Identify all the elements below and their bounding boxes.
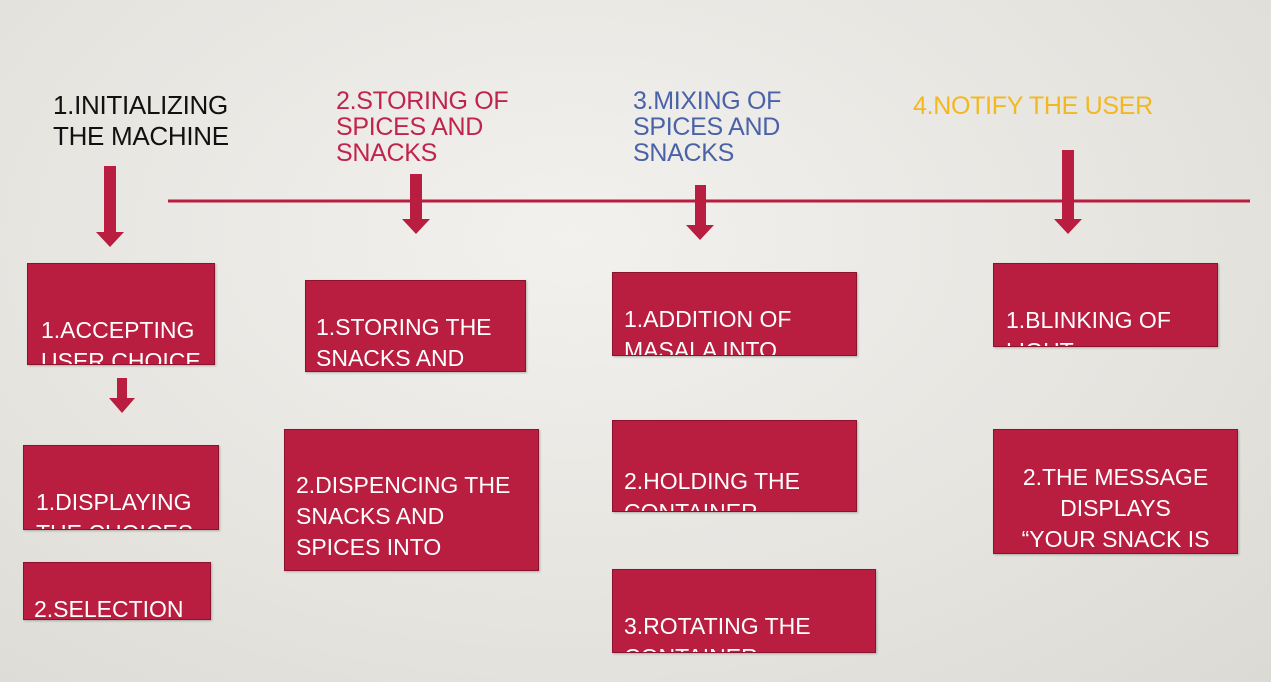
step-label: 1.BLINKING OF LIGHT bbox=[1006, 307, 1171, 346]
step-dispencing-into-container: 2.DISPENCING THE SNACKS AND SPICES INTO … bbox=[284, 429, 539, 571]
step-displaying-the-choices: 1.DISPLAYING THE CHOICES bbox=[23, 445, 219, 530]
step-label: 1.ACCEPTING USER CHOICE bbox=[41, 317, 201, 365]
step-addition-of-masala: 1.ADDITION OF MASALA INTO SNACKS bbox=[612, 272, 857, 356]
step-selection-of-spices: 2.SELECTION OF SPICES bbox=[23, 562, 211, 620]
arrow-substep-1 bbox=[109, 378, 135, 413]
step-blinking-of-light: 1.BLINKING OF LIGHT bbox=[993, 263, 1218, 347]
step-message-displays: 2.THE MESSAGE DISPLAYS “YOUR SNACK IS RE… bbox=[993, 429, 1238, 554]
stage-2-heading: 2.STORING OF SPICES AND SNACKS bbox=[336, 87, 509, 167]
arrow-stage-4 bbox=[1054, 150, 1082, 234]
step-rotating-the-container: 3.ROTATING THE CONTAINER bbox=[612, 569, 876, 653]
stage-4-heading: 4.NOTIFY THE USER bbox=[913, 92, 1153, 120]
stage-3-heading: 3.MIXING OF SPICES AND SNACKS bbox=[633, 87, 782, 167]
step-label: 1.DISPLAYING THE CHOICES bbox=[36, 489, 193, 529]
step-accepting-user-choice: 1.ACCEPTING USER CHOICE bbox=[27, 263, 215, 365]
step-label: 2.THE MESSAGE DISPLAYS “YOUR SNACK IS RE… bbox=[1021, 464, 1210, 552]
step-storing-snacks-and-spices: 1.STORING THE SNACKS AND SPICES bbox=[305, 280, 526, 372]
step-label: 1.STORING THE SNACKS AND SPICES bbox=[316, 314, 492, 371]
step-label: 2.HOLDING THE CONTAINER bbox=[624, 468, 800, 512]
step-label: 2.SELECTION OF SPICES bbox=[34, 596, 184, 620]
arrow-stage-3 bbox=[686, 185, 714, 240]
step-label: 1.ADDITION OF MASALA INTO SNACKS bbox=[624, 306, 792, 356]
arrow-stage-2 bbox=[402, 174, 430, 234]
stage-1-heading: 1.INITIALIZING THE MACHINE bbox=[53, 90, 229, 151]
arrow-stage-1 bbox=[96, 166, 124, 247]
step-holding-the-container: 2.HOLDING THE CONTAINER bbox=[612, 420, 857, 512]
step-label: 2.DISPENCING THE SNACKS AND SPICES INTO … bbox=[296, 472, 511, 570]
step-label: 3.ROTATING THE CONTAINER bbox=[624, 613, 811, 652]
